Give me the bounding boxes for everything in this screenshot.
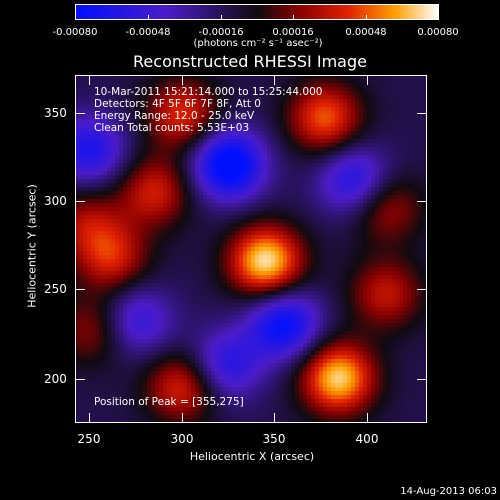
peak-position: Position of Peak = [355,275] — [94, 396, 244, 408]
detectors-info: Detectors: 4F 5F 6F 7F 8F, Att 0 — [94, 98, 261, 110]
colorbar — [75, 4, 439, 20]
colorbar-ticks — [75, 15, 439, 20]
x-tick-label: 250 — [77, 432, 101, 446]
colorbar-tick-label: -0.00016 — [198, 27, 244, 38]
x-tick-label: 350 — [262, 432, 286, 446]
y-tick-label: 350 — [44, 106, 67, 120]
clean-info: Clean Total counts: 5.53E+03 — [94, 122, 250, 134]
y-tick-label: 250 — [44, 282, 67, 296]
y-axis-label: Heliocentric Y (arcsec) — [25, 184, 39, 308]
y-tick-label: 300 — [44, 194, 67, 208]
time-range: 10-Mar-2011 15:21:14.000 to 15:25:44.000 — [94, 86, 323, 98]
colorbar-tick-label: 0.00048 — [345, 27, 387, 38]
colorbar-tick-label: -0.00080 — [52, 27, 98, 38]
colorbar-tick-label: 0.00080 — [417, 27, 459, 38]
colorbar-tick-label: -0.00048 — [125, 27, 171, 38]
page-title: Reconstructed RHESSI Image — [133, 52, 367, 71]
colorbar-units: (photons cm⁻² s⁻¹ asec⁻²) — [193, 38, 323, 49]
colorbar-tick-label: 0.00016 — [272, 27, 314, 38]
energy-range: Energy Range: 12.0 - 25.0 keV — [94, 110, 255, 122]
y-tick-label: 200 — [44, 372, 67, 386]
x-tick-label: 300 — [170, 432, 194, 446]
x-tick-label: 400 — [355, 432, 379, 446]
x-axis-label: Heliocentric X (arcsec) — [189, 450, 315, 463]
date-stamp: 14-Aug-2013 06:03 — [400, 486, 497, 497]
